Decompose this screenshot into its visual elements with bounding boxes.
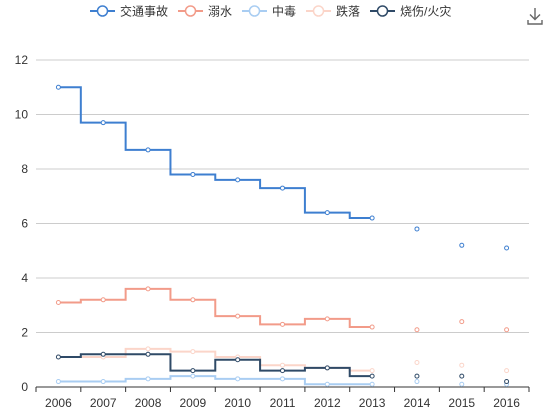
data-point [55,379,61,385]
legend-item-4: 烧伤/火灾 [370,4,451,19]
data-point [459,373,465,379]
legend-label: 跌落 [336,4,360,19]
x-tick-label: 2012 [314,396,341,410]
series-line [58,375,373,386]
data-point [145,147,151,153]
data-point [100,351,106,357]
series-line [58,86,373,220]
data-point [100,379,106,385]
y-tick-label: 2 [21,326,28,340]
download-icon [527,8,543,25]
data-point [145,286,151,292]
x-tick-label: 2009 [180,396,207,410]
y-tick-label: 12 [15,53,29,67]
x-tick-label: 2015 [448,396,475,410]
data-point [324,365,330,371]
data-point [145,376,151,382]
data-point [414,379,420,385]
legend-marker [184,5,197,17]
data-point [369,368,375,374]
data-point [280,185,285,191]
x-tick-label: 2007 [90,396,117,410]
data-point [190,373,196,379]
data-point [369,381,375,387]
data-point [414,373,420,379]
data-point [504,368,510,374]
data-point [280,362,285,368]
data-point [280,368,285,374]
data-point [414,327,420,333]
data-point [369,324,375,330]
legend-item-1: 溺水 [178,5,232,19]
data-point [145,351,151,357]
data-point [504,245,510,251]
data-point [235,376,241,382]
data-point [324,210,330,216]
series-2 [55,373,510,387]
legend-marker [312,5,325,17]
data-point [504,379,510,385]
y-tick-label: 10 [15,108,29,122]
legend-item-3: 跌落 [306,4,360,19]
plot-area [55,84,510,387]
x-tick-label: 2010 [224,396,251,410]
data-point [100,120,106,126]
legend: 交通事故 溺水 中毒 跌落 烧伤/火灾 [90,4,451,19]
x-tick-label: 2014 [404,396,431,410]
x-tick-label: 2016 [493,396,520,410]
series-4 [55,351,510,385]
data-point [324,316,330,322]
data-point [369,215,375,221]
data-point [459,319,465,325]
data-point [235,357,241,363]
legend-item-0: 交通事故 [90,4,168,19]
legend-marker [248,5,261,17]
y-tick-label: 6 [21,217,28,231]
legend-label: 溺水 [208,5,232,19]
legend-label: 交通事故 [120,4,168,19]
legend-label: 中毒 [272,4,296,19]
data-point [55,354,61,360]
data-point [280,321,285,327]
data-point [190,297,196,303]
legend-marker [376,5,389,17]
x-tick-label: 2008 [135,396,162,410]
data-point [459,242,465,248]
data-point [280,376,285,382]
data-point [55,84,61,90]
x-tick-label: 2013 [359,396,386,410]
x-tick-label: 2006 [45,396,72,410]
legend-marker [96,5,109,17]
data-point [190,171,196,177]
data-point [324,381,330,387]
data-point [235,313,241,319]
data-point [414,359,420,365]
series-0 [55,84,510,251]
data-point [459,381,465,387]
axes: 0 2 4 6 8 10 12 2006 2007 2008 2009 2010 2011 2012 201… [15,53,530,410]
series-line [58,287,373,329]
data-point [459,362,465,368]
data-point [190,368,196,374]
legend-item-2: 中毒 [242,4,296,19]
grid-lines [36,59,529,333]
data-point [190,349,196,355]
y-tick-label: 8 [21,162,28,176]
data-point [100,297,106,303]
data-point [369,373,375,379]
download-button[interactable] [524,5,546,27]
y-tick-label: 4 [21,271,28,285]
data-point [55,300,61,306]
x-tick-label: 2011 [270,396,296,410]
data-point [504,327,510,333]
series-1 [55,286,510,333]
data-point [235,177,241,183]
series-line [58,353,373,378]
y-tick-label: 0 [21,380,28,394]
data-point [414,226,420,232]
data-point [145,346,151,352]
legend-label: 烧伤/火灾 [400,4,451,19]
